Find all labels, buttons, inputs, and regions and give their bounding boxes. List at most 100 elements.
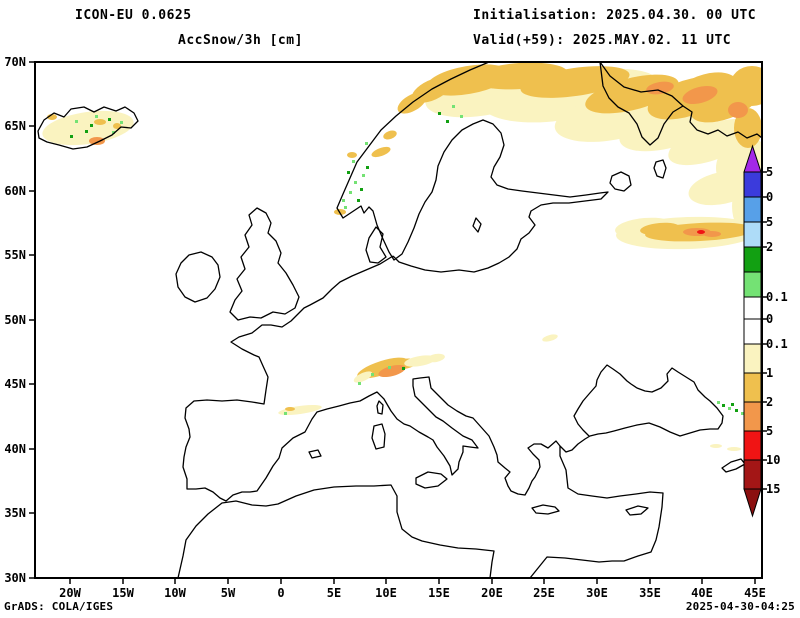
snow-speck [344, 206, 347, 209]
coastline-scandinavia-baltic [336, 62, 609, 273]
snow-speck [85, 130, 88, 133]
snow-area [113, 123, 121, 129]
snow-area [353, 371, 373, 383]
colorbar: 5 0 5 2 0.1 0 0.1 1 2 5 10 15 [743, 144, 788, 518]
y-axis-tick-label: 30N [4, 571, 26, 585]
snow-area [427, 353, 445, 363]
snow-area [640, 222, 680, 236]
colorbar-band [743, 246, 762, 273]
x-axis-tick-label: 30E [586, 586, 608, 600]
island-corsica [376, 400, 384, 415]
snow-speck [722, 404, 725, 407]
snow-speck [95, 115, 98, 118]
colorbar-tick-label: 5 [766, 424, 773, 438]
snow-speck [352, 160, 355, 163]
snow-area [542, 334, 558, 342]
snow-area [727, 447, 741, 451]
snow-speck [349, 191, 352, 194]
snow-speck [452, 105, 455, 108]
snow-area [94, 119, 106, 125]
snow-speck [112, 131, 115, 134]
snow-speck [728, 407, 731, 410]
coastline-africa [177, 484, 495, 578]
snow-area [347, 152, 357, 158]
lake-ladoga [609, 171, 632, 192]
x-axis-tick-label: 10W [164, 586, 186, 600]
colorbar-band [743, 318, 762, 345]
y-axis-tick-label: 60N [4, 184, 26, 198]
snow-speck [402, 367, 405, 370]
x-axis-tick-label: 15E [428, 586, 450, 600]
colorbar-tick-label: 15 [766, 482, 780, 496]
snow-speck [371, 373, 374, 376]
snow-speck [460, 115, 463, 118]
snow-speck [388, 366, 391, 369]
x-axis-tick-label: 5W [221, 586, 236, 600]
grads-credit: GrADS: COLA/IGES [4, 600, 114, 613]
colorbar-band [743, 430, 762, 461]
colorbar-tick-label: 1 [766, 366, 773, 380]
colorbar-tick-label: 0.1 [766, 337, 788, 351]
snow-speck [360, 188, 363, 191]
snow-speck [75, 120, 78, 123]
colorbar-band [743, 459, 762, 490]
snow-speck [347, 171, 350, 174]
coastline-britain [229, 207, 300, 321]
colorbar-band [743, 196, 762, 223]
x-axis-tick-label: 25E [533, 586, 555, 600]
colorbar-tick-label: 0.1 [766, 290, 788, 304]
snow-speck [120, 121, 123, 124]
x-axis-tick-label: 20E [481, 586, 503, 600]
colorbar-band [743, 372, 762, 403]
snow-area [703, 231, 721, 237]
snow-area [734, 108, 762, 148]
snow-speck [90, 124, 93, 127]
colorbar-tick-label: 0 [766, 190, 773, 204]
snow-area [682, 85, 718, 105]
snow-area [668, 118, 756, 166]
island-cyprus [625, 505, 649, 516]
x-axis-tick-label: 35E [639, 586, 661, 600]
colorbar-tick-label: 0 [766, 312, 773, 326]
snow-speck [354, 181, 357, 184]
x-axis-tick-label: 15W [112, 586, 134, 600]
snow-shading-layer [42, 62, 762, 451]
x-axis-tick-label: 45E [744, 586, 766, 600]
coastline-kola-whitesea [599, 62, 684, 146]
x-axis-tick-label: 5E [327, 586, 341, 600]
y-axis-tick-label: 70N [4, 55, 26, 69]
snow-speck [735, 409, 738, 412]
x-axis-tick-label: 40E [691, 586, 713, 600]
snow-speck [362, 174, 365, 177]
coastline-north-russia [682, 105, 762, 139]
island-sicily [415, 471, 448, 489]
snow-speck [438, 112, 441, 115]
colorbar-bottom-arrow [743, 488, 762, 518]
init-time: Initialisation: 2025.04.30. 00 UTC [473, 8, 757, 23]
island-gotland [472, 217, 482, 233]
snow-speck [446, 120, 449, 123]
snow-speck [108, 118, 111, 121]
x-axis-tick-label: 10E [375, 586, 397, 600]
snow-area [383, 130, 397, 140]
coastline-ireland [175, 251, 221, 303]
x-axis-tick-label: 20W [59, 586, 81, 600]
colorbar-tick-label: 10 [766, 453, 780, 467]
snow-speck [731, 403, 734, 406]
coastline-levant [529, 446, 664, 578]
y-axis-tick-label: 35N [4, 506, 26, 520]
y-axis-tick-label: 45N [4, 377, 26, 391]
creation-timestamp: 2025-04-30-04:25 [685, 600, 795, 613]
x-axis-tick-label: 0 [277, 586, 284, 600]
colorbar-tick-label: 5 [766, 215, 773, 229]
coastline-layer [37, 62, 762, 578]
colorbar-band [743, 171, 762, 198]
snow-area [285, 407, 295, 411]
colorbar-band [743, 221, 762, 248]
colorbar-tick-label: 5 [766, 165, 773, 179]
colorbar-band [743, 401, 762, 432]
island-mallorca [308, 449, 322, 459]
valid-time: Valid(+59): 2025.MAY.02. 11 UTC [473, 33, 732, 48]
